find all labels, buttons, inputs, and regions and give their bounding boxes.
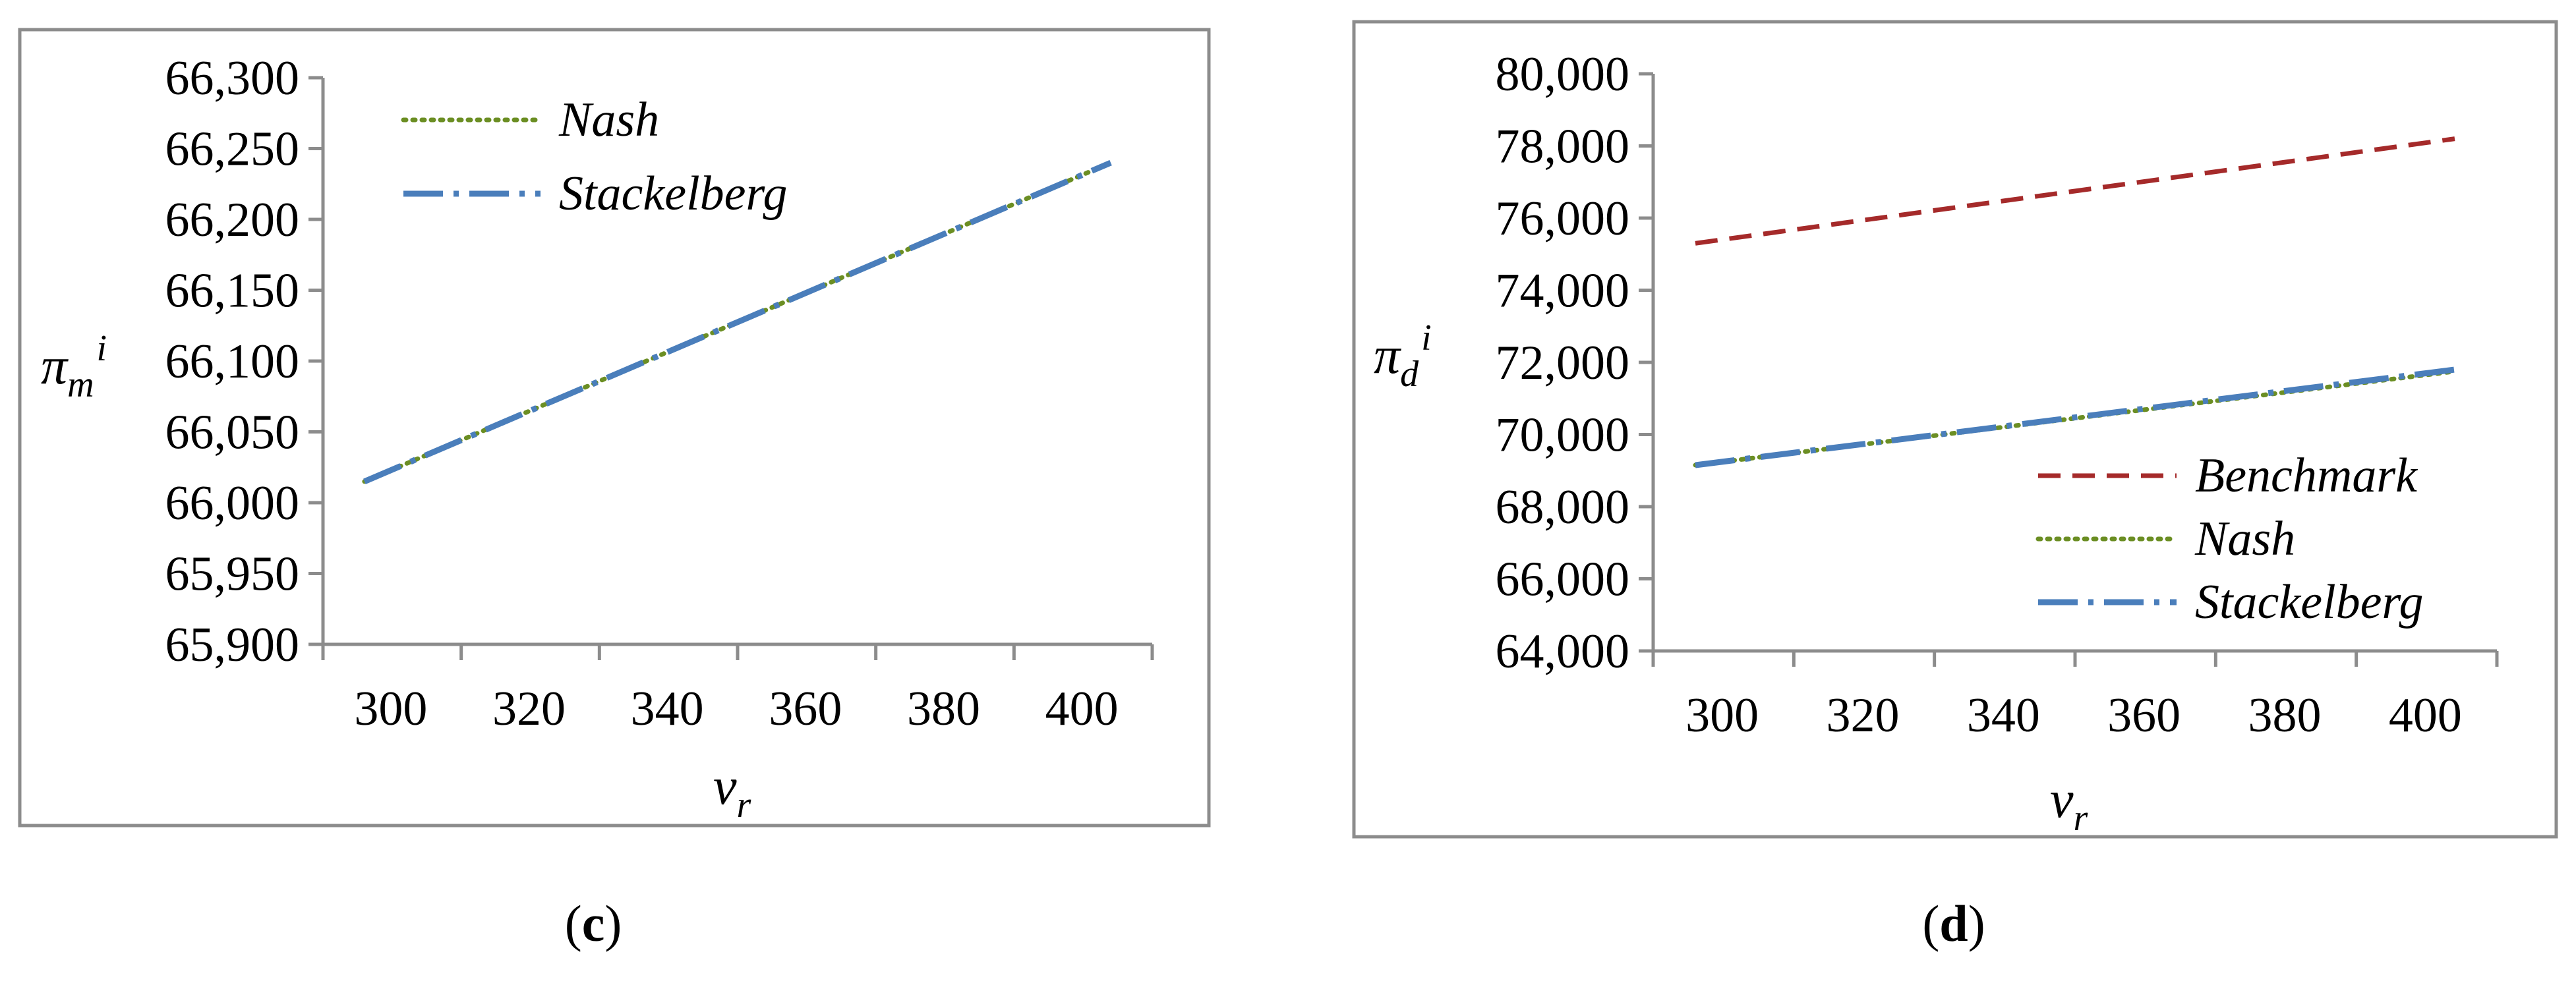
panel-c-x-tick-label: 300 — [354, 682, 427, 736]
panel-c-xlabel: vr — [713, 758, 751, 826]
panel-c-frame — [18, 28, 1211, 828]
panel-d-y-tick-label: 64,000 — [1496, 625, 1630, 679]
panel-d-y-tick-label: 76,000 — [1496, 192, 1630, 246]
panel-d-legend-label-benchmark: Benchmark — [2195, 449, 2418, 503]
panel-c-x-tick-label: 380 — [907, 682, 980, 736]
panel-c-ylabel: πmi — [41, 328, 107, 405]
panel-d-x-tick-label: 380 — [2248, 688, 2322, 743]
panel-d-y-tick-label: 68,000 — [1496, 480, 1630, 534]
panel-c-y-tick-label: 66,250 — [165, 123, 300, 177]
panel-c-x-tick-label: 320 — [492, 682, 566, 736]
panel-d-x-tick-label: 400 — [2389, 688, 2462, 743]
panel-c-y-tick-label: 66,200 — [165, 193, 300, 247]
panel-c-y-tick-label: 66,300 — [165, 51, 300, 105]
panel-d-y-tick-label: 72,000 — [1496, 336, 1630, 390]
panel-c-caption: (c) — [565, 895, 622, 952]
panel-d-series-stackelberg — [1695, 366, 2455, 468]
panel-d-y-tick-label: 74,000 — [1496, 264, 1630, 318]
panel-d-series-benchmark — [1695, 136, 2455, 246]
panel-c-x-tick-label: 340 — [631, 682, 704, 736]
panel-c-legend-label-nash: Nash — [558, 93, 659, 147]
panel-d-frame — [1352, 20, 2558, 839]
panel-d-x-tick-label: 300 — [1685, 688, 1759, 743]
chart-panel-c: 65,900 65,950 66,000 66,050 66,100 66,150 66,2… — [18, 28, 1211, 952]
panel-c-y-tick-label: 65,900 — [165, 618, 300, 672]
panel-d-y-tick-label: 70,000 — [1496, 408, 1630, 463]
panel-d-y-tick-label: 78,000 — [1496, 120, 1630, 174]
panel-d-ylabel: πdi — [1374, 318, 1432, 395]
panel-d-caption: (d) — [1922, 895, 1985, 952]
panel-c-x-tick-label: 360 — [769, 682, 842, 736]
panel-d-y-tick-label: 66,000 — [1496, 553, 1630, 607]
panel-d-x-tick-label: 360 — [2107, 688, 2181, 743]
panel-c-x-tick-label: 400 — [1045, 682, 1119, 736]
panel-d-legend-label-nash: Nash — [2194, 512, 2295, 566]
panel-d-y-tick-label: 80,000 — [1496, 47, 1630, 101]
panel-d-x-tick-label: 320 — [1827, 688, 1900, 743]
panel-c-y-tick-label: 65,950 — [165, 548, 300, 602]
panel-c-y-tick-label: 66,150 — [165, 264, 300, 318]
panel-c-y-tick-label: 66,100 — [165, 335, 300, 389]
panel-d-x-tick-label: 340 — [1967, 688, 2040, 743]
panel-d-legend-label-stackelberg: Stackelberg — [2195, 575, 2424, 629]
panel-c-y-tick-label: 66,000 — [165, 476, 300, 530]
panel-d-xlabel: vr — [2050, 771, 2088, 839]
chart-panel-d: 64,000 66,000 68,000 70,000 72,000 74,000 76,0… — [1352, 20, 2558, 952]
panel-c-y-tick-label: 66,050 — [165, 406, 300, 460]
panel-c-legend-label-stackelberg: Stackelberg — [559, 167, 788, 221]
panel-c-series-stackelberg — [363, 159, 1112, 484]
